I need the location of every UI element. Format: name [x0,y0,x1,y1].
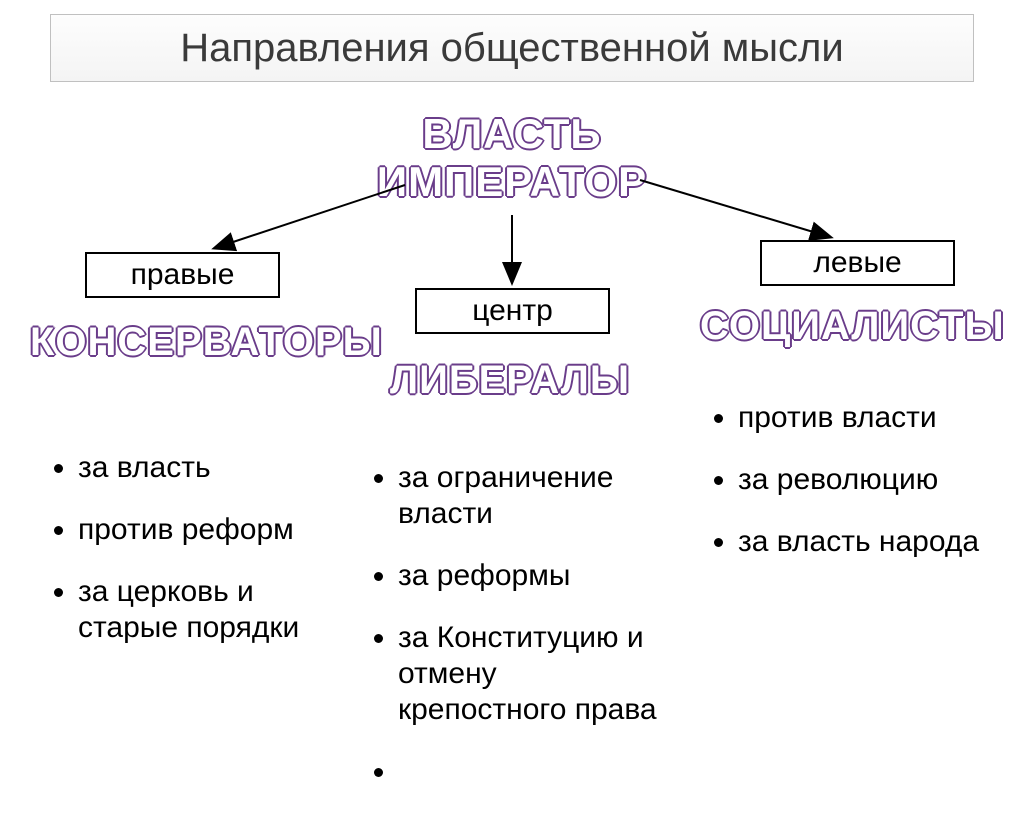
page-title: Направления общественной мысли [180,26,843,71]
branch-box-center: центр [415,288,610,334]
bullet-list-socialists: против власти за революцию за власть нар… [710,400,1000,586]
branch-box-label: левые [813,246,901,280]
bullet-list-liberals: за ограничение власти за реформы за Конс… [370,460,670,816]
branch-box-label: правые [131,258,235,292]
list-item: против власти [738,400,1000,436]
branch-heading-conservatives: КОНСЕРВАТОРЫ [30,320,383,365]
list-item: за Конституцию и отмену крепостного прав… [398,620,670,728]
list-item: за власть народа [738,524,1000,560]
list-item: за реформы [398,558,670,594]
list-item: за ограничение власти [398,460,670,532]
list-item: за революцию [738,462,1000,498]
branch-box-right-wing: правые [85,252,280,298]
branch-box-label: центр [472,294,553,328]
branch-heading-socialists: СОЦИАЛИСТЫ [700,304,1005,349]
branch-box-left-wing: левые [760,240,955,286]
branch-heading-liberals: ЛИБЕРАЛЫ [390,358,630,403]
bullet-list-conservatives: за власть против реформ за церковь и ста… [50,450,330,672]
root-line1: ВЛАСТЬ [422,110,601,157]
list-item [398,754,670,790]
root-line2: ИМПЕРАТОР [377,158,647,205]
list-item: против реформ [78,512,330,548]
root-node: ВЛАСТЬ ИМПЕРАТОР [0,110,1024,206]
list-item: за власть [78,450,330,486]
title-box: Направления общественной мысли [50,14,974,82]
list-item: за церковь и старые порядки [78,574,330,646]
